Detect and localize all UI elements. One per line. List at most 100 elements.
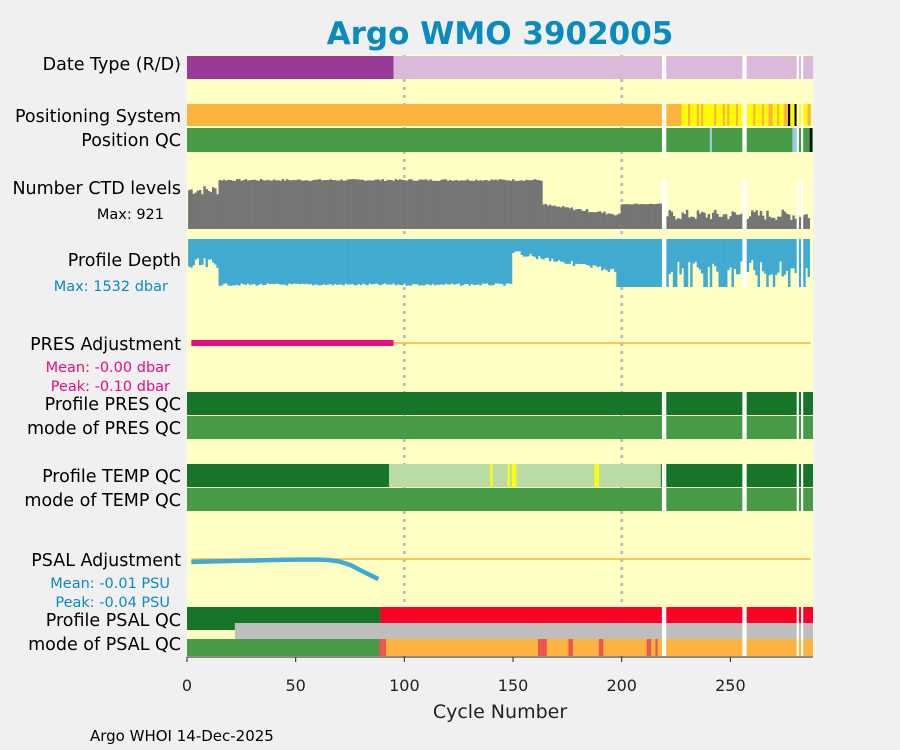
profile-depth-bar	[655, 239, 658, 287]
profile-depth-bar	[196, 239, 200, 259]
positioning-alt-cell	[779, 104, 782, 126]
profile-depth-bar	[201, 239, 204, 265]
ctd-levels-bar	[379, 180, 382, 229]
profile-depth-bar	[627, 239, 630, 287]
profile-depth-bar	[420, 239, 424, 286]
profile-depth-bar	[335, 239, 339, 285]
profile-depth-bar	[405, 239, 408, 286]
profile-depth-bar	[690, 239, 693, 287]
x-tick-label: 250	[715, 676, 746, 695]
profile-depth-bar	[411, 239, 415, 284]
missing-cycles	[661, 56, 804, 656]
ctd-levels-bar	[198, 189, 202, 229]
ctd-levels-bar	[748, 216, 752, 229]
profile-depth-bar	[766, 239, 769, 287]
ctd-levels-bar	[635, 203, 639, 229]
ctd-levels-bar	[751, 210, 754, 229]
ctd-levels-bar	[279, 180, 282, 229]
profile-depth-bar	[355, 239, 358, 286]
ctd-levels-bar	[651, 204, 654, 229]
mode-psal-qc-flag	[381, 639, 384, 656]
profile-depth-bar	[594, 239, 598, 266]
ctd-levels-bar	[722, 214, 726, 229]
missing-cycle-gap	[664, 239, 667, 289]
ctd-levels-bar	[579, 209, 582, 229]
profile-depth-bar	[574, 239, 578, 264]
ctd-levels-bar	[240, 180, 243, 229]
ctd-levels-bar	[777, 216, 780, 229]
ctd-levels-bar	[522, 180, 526, 229]
footer-credit: Argo WHOI 14-Dec-2025	[90, 727, 274, 745]
profile-depth-bar	[718, 239, 721, 287]
ctd-levels-bar	[588, 212, 591, 229]
profile-depth-bar	[577, 239, 580, 264]
ctd-levels-bar	[335, 180, 339, 229]
profile-depth-bar	[446, 239, 450, 285]
missing-cycle-gap	[796, 392, 799, 439]
ctd-levels-bar	[311, 180, 315, 229]
mode-psal-qc-flag	[598, 639, 602, 656]
ctd-levels-bar	[301, 180, 304, 229]
profile-depth-bar	[579, 239, 582, 265]
ctd-levels-bar	[792, 215, 795, 229]
profile-depth-bar	[692, 239, 695, 264]
profile-depth-bar	[696, 239, 700, 268]
ctd-levels-bar	[753, 212, 756, 229]
profile-depth-bar	[651, 239, 654, 287]
profile-depth-bar	[255, 239, 258, 286]
ctd-levels-bar	[577, 208, 580, 229]
ctd-levels-bar	[714, 209, 717, 229]
profile-depth-bar	[735, 239, 739, 275]
ctd-levels-bar	[803, 214, 806, 229]
profile-depth-bar	[394, 239, 398, 286]
profile-depth-bar	[438, 239, 441, 285]
ctd-levels-bar	[681, 212, 684, 229]
ctd-levels-bar	[485, 180, 489, 229]
missing-cycle-gap	[801, 56, 804, 79]
label-position-qc: Position QC	[81, 131, 181, 151]
ctd-levels-bar	[794, 218, 797, 229]
ctd-levels-bar	[648, 203, 652, 229]
profile-depth-bar	[542, 239, 545, 260]
positioning-alt-cell	[757, 104, 760, 126]
ctd-levels-bar	[257, 180, 261, 229]
profile-temp-qc-flag	[490, 464, 493, 487]
profile-depth-bar	[344, 239, 348, 284]
missing-cycle-gap	[742, 104, 745, 152]
ctd-levels-bar	[366, 180, 369, 229]
profile-depth-bar	[792, 239, 795, 269]
ctd-levels-bar	[774, 219, 778, 229]
ctd-levels-bar	[703, 212, 706, 229]
ctd-levels-bar	[783, 211, 787, 229]
profile-depth-bar	[409, 239, 413, 286]
profile-depth-bar	[614, 239, 617, 272]
ctd-levels-bar	[420, 179, 424, 229]
ctd-levels-bar	[272, 179, 276, 229]
ctd-levels-bar	[368, 180, 371, 229]
profile-depth-bar	[492, 239, 495, 285]
profile-depth-bar	[516, 239, 519, 252]
ctd-levels-bar	[559, 207, 563, 229]
ctd-levels-bar	[403, 180, 406, 229]
ctd-levels-bar	[203, 186, 206, 229]
ctd-levels-bar	[216, 194, 219, 229]
profile-depth-bar	[505, 239, 508, 284]
missing-cycle-gap	[661, 607, 665, 656]
profile-depth-bar	[220, 239, 224, 286]
ctd-levels-bar	[583, 210, 587, 229]
ctd-levels-bar	[533, 179, 537, 229]
ctd-levels-bar	[314, 179, 317, 229]
profile-depth-bar	[261, 239, 265, 286]
plot-area	[187, 55, 813, 657]
ctd-levels-bar	[377, 179, 380, 229]
ctd-levels-bar	[642, 204, 645, 229]
ctd-levels-bar	[653, 204, 656, 229]
ctd-levels-bar	[677, 218, 680, 229]
missing-cycle-gap	[661, 464, 665, 511]
ctd-levels-bar	[540, 180, 543, 229]
missing-cycle-gap	[796, 464, 799, 511]
positioning-alt-cell	[707, 104, 710, 126]
ctd-levels-bar	[294, 180, 298, 229]
profile-depth-bar	[727, 239, 730, 271]
ctd-levels-bar	[694, 218, 698, 229]
